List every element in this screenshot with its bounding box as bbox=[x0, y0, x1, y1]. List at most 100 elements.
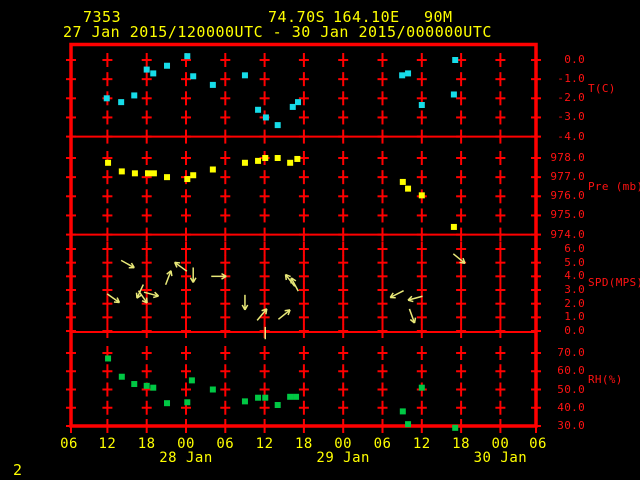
wind-arrow-head bbox=[166, 270, 172, 275]
x-tick-label: 12 bbox=[412, 436, 431, 452]
relative_humidity-point bbox=[405, 421, 412, 428]
wind-arrow-head bbox=[389, 292, 394, 298]
relative_humidity-point bbox=[131, 381, 138, 388]
station-id: 7353 bbox=[83, 8, 122, 26]
x-tick-label: 18 bbox=[294, 436, 313, 452]
pressure-point bbox=[209, 166, 216, 173]
relative_humidity-point bbox=[255, 394, 262, 401]
pressure-tick-label: 977.0 bbox=[550, 170, 585, 184]
wind-arrow bbox=[136, 284, 144, 299]
x-tick-label: 12 bbox=[255, 436, 274, 452]
wind-arrow-head bbox=[284, 274, 288, 281]
pressure-point bbox=[241, 159, 248, 166]
wind-arrow bbox=[277, 309, 291, 320]
wind-arrow-head bbox=[407, 295, 413, 301]
temperature-tick-label: 0.0 bbox=[564, 53, 585, 66]
pressure-tick-label: 975.0 bbox=[550, 208, 585, 222]
x-tick-label: 06 bbox=[529, 436, 547, 452]
pressure-point bbox=[262, 155, 269, 161]
wind_speed-tick-label: 2.0 bbox=[564, 296, 585, 310]
time-period: 27 Jan 2015/120000UTC - 30 Jan 2015/0000… bbox=[63, 23, 492, 41]
x-tick-label: 00 bbox=[177, 436, 195, 452]
relative_humidity-point bbox=[399, 408, 406, 415]
wind_speed-tick-label: 0.0 bbox=[564, 324, 585, 338]
temperature-point bbox=[103, 95, 110, 102]
wind-arrow bbox=[143, 291, 159, 297]
wind-arrow-head bbox=[244, 304, 249, 311]
wind-arrow-head bbox=[174, 262, 178, 268]
wind-arrow-head bbox=[459, 261, 466, 265]
temperature-point bbox=[255, 106, 262, 113]
temperature-point bbox=[241, 72, 248, 79]
relative_humidity-point bbox=[150, 384, 157, 391]
relative_humidity-point bbox=[184, 399, 191, 406]
relative_humidity-point bbox=[209, 386, 216, 393]
relative_humidity-tick-label: 50.0 bbox=[557, 382, 585, 396]
wind-arrow-head bbox=[407, 299, 414, 303]
relative_humidity-point bbox=[262, 394, 269, 401]
temperature-point bbox=[452, 57, 459, 63]
wind-arrow-head bbox=[174, 261, 181, 264]
wind-arrow bbox=[174, 261, 188, 272]
temperature-point bbox=[450, 91, 457, 98]
temperature-point bbox=[209, 81, 216, 88]
wind_speed-axis-label: SPD(MPS) bbox=[588, 276, 640, 290]
pressure-point bbox=[131, 170, 138, 177]
station-elevation: 90M bbox=[424, 8, 453, 26]
pressure-point bbox=[405, 185, 412, 192]
relative_humidity-axis-label: RH(%) bbox=[588, 373, 623, 387]
pressure-point bbox=[450, 223, 457, 230]
pressure-point bbox=[399, 178, 406, 185]
wind-arrow-head bbox=[130, 262, 135, 269]
wind-arrow-head bbox=[141, 299, 148, 304]
wind-arrow-head bbox=[189, 277, 194, 283]
page-number: 2 bbox=[13, 461, 23, 479]
x-tick-label: 18 bbox=[137, 436, 156, 452]
temperature-point bbox=[289, 103, 296, 110]
relative_humidity-tick-label: 30.0 bbox=[557, 419, 585, 432]
wind-arrow-head bbox=[261, 308, 268, 312]
wind-arrow-head bbox=[221, 272, 227, 277]
wind-arrow-head bbox=[287, 309, 291, 316]
wind-arrow bbox=[284, 274, 296, 287]
wind-arrow-head bbox=[136, 294, 142, 299]
wind-arrow bbox=[164, 270, 172, 285]
x-tick-label: 12 bbox=[98, 436, 117, 452]
wind-arrow bbox=[290, 277, 299, 292]
relative_humidity-point bbox=[452, 424, 459, 431]
pressure-point bbox=[105, 159, 112, 166]
x-tick-label: 06 bbox=[216, 436, 235, 452]
wind-arrow-head bbox=[265, 308, 268, 315]
relative_humidity-point bbox=[293, 393, 300, 400]
temperature-point bbox=[118, 99, 125, 106]
relative_humidity-point bbox=[164, 400, 171, 407]
wind-arrow-head bbox=[221, 275, 227, 280]
pressure-point bbox=[118, 168, 125, 175]
x-tick-label: 00 bbox=[334, 436, 353, 452]
wind-arrow-head bbox=[241, 304, 246, 311]
relative_humidity-point bbox=[287, 393, 294, 400]
temperature-point bbox=[418, 102, 425, 109]
wind-arrow-head bbox=[192, 277, 197, 283]
wind-arrow-head bbox=[285, 273, 291, 278]
pressure-point bbox=[287, 159, 294, 166]
pressure-point bbox=[184, 176, 191, 183]
date-label: 30 Jan bbox=[473, 450, 528, 466]
wind-arrow bbox=[407, 295, 423, 301]
temperature-axis-label: T(C) bbox=[588, 81, 616, 95]
temperature-point bbox=[143, 66, 150, 73]
wind-arrow-head bbox=[170, 270, 173, 277]
pressure-point bbox=[418, 192, 425, 199]
pressure-axis-label: Pre (mb) bbox=[588, 179, 640, 193]
relative_humidity-point bbox=[241, 398, 248, 405]
pressure-point bbox=[255, 157, 262, 164]
wind-arrow-head bbox=[409, 318, 416, 324]
pressure-point bbox=[150, 170, 157, 177]
wind_speed-tick-label: 6.0 bbox=[564, 242, 585, 255]
wind_speed-tick-label: 1.0 bbox=[564, 310, 585, 324]
relative_humidity-point bbox=[418, 384, 425, 391]
pressure-tick-label: 978.0 bbox=[550, 151, 585, 164]
date-label: 29 Jan bbox=[316, 450, 370, 466]
temperature-point bbox=[150, 70, 157, 77]
